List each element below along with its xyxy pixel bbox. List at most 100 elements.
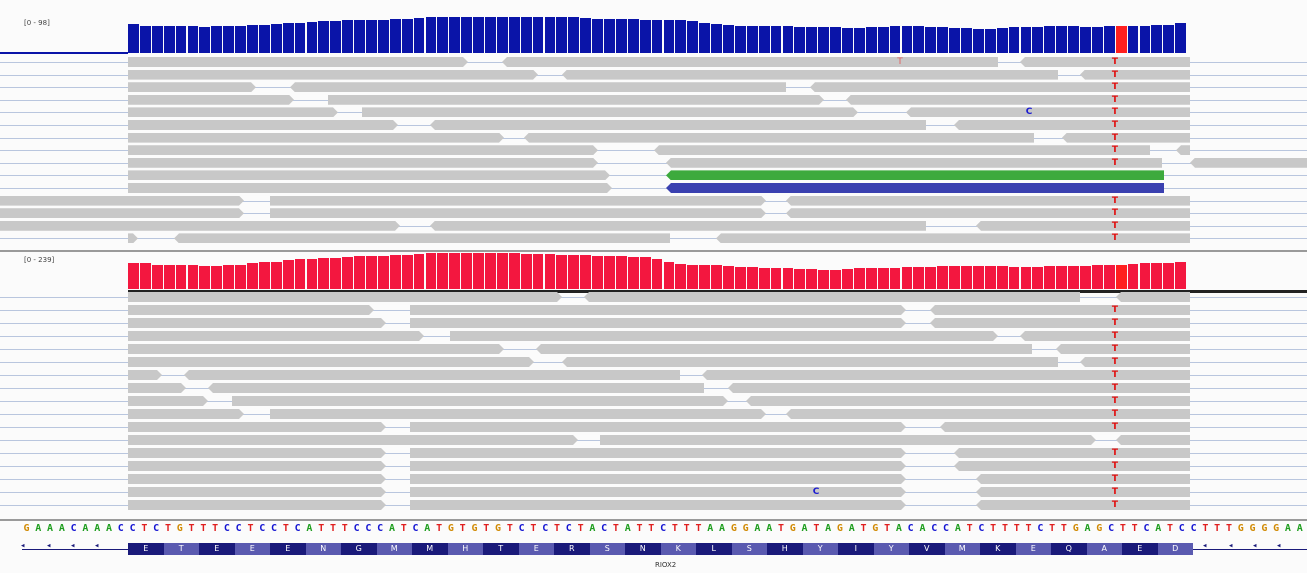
aligned-read[interactable] (450, 331, 998, 341)
aligned-read[interactable] (1080, 69, 1190, 80)
aligned-read[interactable] (906, 107, 1190, 118)
aligned-read[interactable] (654, 145, 1150, 156)
aligned-read[interactable] (728, 383, 1190, 393)
highlighted-read[interactable] (666, 183, 1164, 193)
aligned-read[interactable] (270, 409, 766, 419)
aligned-read[interactable] (128, 435, 578, 445)
aligned-read[interactable] (502, 57, 998, 67)
aligned-read[interactable] (786, 409, 1190, 419)
aligned-read[interactable] (128, 145, 598, 155)
aligned-read[interactable] (128, 344, 504, 354)
aligned-read[interactable] (810, 82, 1190, 93)
aligned-read[interactable] (1080, 357, 1190, 367)
aligned-read[interactable] (562, 357, 1058, 367)
aligned-read[interactable] (128, 383, 186, 393)
aligned-read[interactable] (232, 396, 728, 406)
aligned-read[interactable] (536, 344, 1032, 354)
aligned-read[interactable] (954, 461, 1190, 471)
aligned-read[interactable] (716, 233, 1190, 244)
aligned-read[interactable] (1116, 435, 1190, 445)
aligned-read[interactable] (410, 500, 906, 510)
aligned-read[interactable] (128, 331, 424, 341)
aligned-read[interactable] (940, 422, 1190, 432)
aligned-read[interactable] (128, 70, 538, 80)
aligned-read[interactable] (846, 94, 1190, 105)
aligned-read[interactable] (1062, 132, 1190, 143)
aligned-read[interactable] (128, 396, 208, 406)
aligned-read[interactable] (208, 383, 704, 393)
aligned-read[interactable] (976, 220, 1190, 231)
aligned-read[interactable] (976, 474, 1190, 484)
aligned-read[interactable] (128, 409, 244, 419)
aligned-read[interactable] (128, 158, 598, 168)
aligned-read[interactable] (930, 318, 1190, 328)
aligned-read[interactable] (930, 305, 1190, 315)
aligned-read[interactable] (410, 448, 906, 458)
aligned-read[interactable] (1020, 57, 1190, 67)
aligned-read[interactable] (410, 487, 906, 497)
aligned-read[interactable] (270, 196, 766, 206)
aligned-read[interactable] (174, 233, 670, 244)
aligned-read[interactable] (128, 57, 468, 67)
aligned-read[interactable] (0, 221, 400, 231)
track-2-coverage[interactable]: [0 - 239] (0, 253, 1307, 293)
aligned-read[interactable] (184, 370, 680, 380)
aligned-read[interactable] (976, 500, 1190, 510)
aligned-read[interactable] (410, 422, 906, 432)
aligned-read[interactable] (976, 487, 1190, 497)
aligned-read[interactable] (128, 448, 386, 458)
aligned-read[interactable] (562, 69, 1058, 80)
aligned-read[interactable] (270, 208, 766, 218)
aligned-read[interactable] (786, 208, 1190, 219)
aligned-read[interactable] (954, 120, 1190, 130)
aligned-read[interactable] (0, 208, 244, 218)
aligned-read[interactable] (128, 474, 386, 484)
aligned-read[interactable] (1190, 157, 1307, 168)
aligned-read[interactable] (328, 95, 824, 105)
aligned-read[interactable] (1116, 292, 1190, 302)
aligned-read[interactable] (524, 132, 1034, 143)
aligned-read[interactable] (290, 82, 786, 93)
aligned-read[interactable] (128, 500, 386, 510)
aligned-read[interactable] (128, 120, 398, 130)
amino-acid-track[interactable]: ◂ ◂ ◂ ◂ ◂ ◂ ◂ ◂ E T E E E N G M M H T E R S N K L S H Y I Y V M K E Q A E D (20, 541, 1307, 555)
aligned-read[interactable] (1020, 331, 1190, 341)
aligned-read[interactable] (430, 220, 926, 231)
aligned-read[interactable] (430, 120, 926, 130)
highlighted-read[interactable] (666, 170, 1164, 181)
aligned-read[interactable] (128, 487, 386, 497)
aligned-read[interactable] (1056, 344, 1190, 354)
track-1-coverage[interactable]: [0 - 98] (0, 16, 1307, 56)
aligned-read[interactable] (600, 435, 1096, 445)
aligned-read[interactable] (584, 292, 1080, 302)
aligned-read[interactable] (128, 170, 610, 180)
aligned-read[interactable] (128, 107, 338, 117)
aligned-read[interactable] (1176, 145, 1190, 156)
aligned-read[interactable] (128, 95, 294, 105)
aligned-read[interactable] (362, 107, 858, 117)
aligned-read[interactable] (128, 305, 374, 315)
aligned-read[interactable] (128, 183, 612, 193)
reference-base: C (235, 523, 242, 534)
aligned-read[interactable] (666, 157, 1162, 168)
aligned-read[interactable] (786, 195, 1190, 206)
aligned-read[interactable] (954, 448, 1190, 458)
aligned-read[interactable] (128, 461, 386, 471)
aligned-read[interactable] (128, 133, 504, 143)
aligned-read[interactable] (128, 82, 256, 92)
aligned-read[interactable] (410, 461, 906, 471)
aligned-read[interactable] (128, 422, 386, 432)
aligned-read[interactable] (0, 196, 244, 206)
aligned-read[interactable] (746, 396, 1190, 406)
aligned-read[interactable] (410, 318, 906, 328)
aligned-read[interactable] (128, 357, 534, 367)
aligned-read[interactable] (128, 292, 562, 302)
aligned-read[interactable] (410, 474, 906, 484)
aligned-read[interactable] (128, 370, 162, 380)
aligned-read[interactable] (702, 370, 1190, 380)
aligned-read[interactable] (128, 318, 386, 328)
aligned-read[interactable] (128, 233, 138, 243)
aligned-read[interactable] (410, 305, 906, 315)
